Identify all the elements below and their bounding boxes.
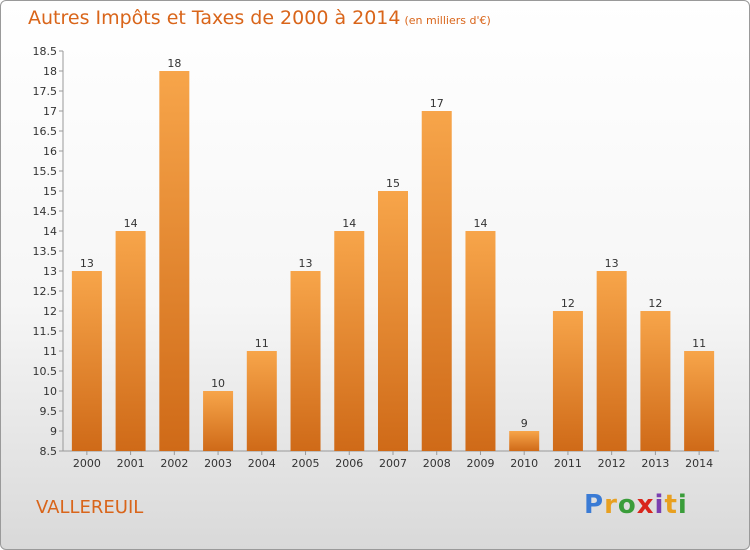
logo-letter: t [664,490,678,520]
bar-2006 [334,231,365,451]
y-tick-label: 10 [43,385,57,398]
commune-name: VALLEREUIL [36,497,144,518]
y-axis: 8.5 9 9.5 10 10.5 11 11.5 12 12.5 13 13.5 14 14.5 15 1… [33,45,64,458]
logo-letter: o [617,490,637,520]
data-label-2009: 14 [473,217,487,230]
bar-2004 [246,351,277,451]
y-tick-label: 13.5 [33,245,58,258]
data-label-2006: 14 [342,217,356,230]
bar-2013 [640,311,671,451]
bar-2014 [684,351,715,451]
y-tick-label: 8.5 [40,445,58,458]
x-tick-label: 2002 [160,457,188,470]
y-tick-label: 15.5 [33,165,58,178]
logo-letter: x [636,490,655,520]
bars: 13 14 18 10 11 13 14 15 17 14 9 12 13 12 11 [71,57,715,451]
y-tick-label: 11 [43,345,57,358]
y-tick-label: 15 [43,185,57,198]
x-tick-label: 2012 [598,457,626,470]
data-label-2010: 9 [521,417,528,430]
data-label-2014: 11 [692,337,706,350]
x-tick-label: 2008 [423,457,451,470]
proxiti-logo: Proxiti [584,490,688,520]
bar-2001 [115,231,146,451]
bar-2002 [159,71,190,451]
bar-2011 [552,311,583,451]
data-label-2005: 13 [299,257,313,270]
data-label-2012: 13 [605,257,619,270]
x-tick-label: 2014 [685,457,713,470]
bar-2012 [596,271,627,451]
y-tick-label: 13 [43,265,57,278]
chart-title: Autres Impôts et Taxes de 2000 à 2014 (en… [28,7,491,29]
logo-letter: r [604,490,618,520]
y-tick-label: 18 [43,65,57,78]
y-tick-label: 16 [43,145,57,158]
data-label-2008: 17 [430,97,444,110]
bar-2005 [290,271,321,451]
data-label-2000: 13 [80,257,94,270]
y-tick-label: 16.5 [33,125,58,138]
logo-letter: P [584,490,605,520]
data-label-2001: 14 [124,217,138,230]
y-tick-label: 10.5 [33,365,58,378]
y-tick-label: 17.5 [33,85,58,98]
x-tick-label: 2003 [204,457,232,470]
x-tick-label: 2010 [510,457,538,470]
data-label-2002: 18 [167,57,181,70]
bar-2010 [509,431,540,451]
x-tick-label: 2001 [117,457,145,470]
x-tick-label: 2005 [292,457,320,470]
bar-2003 [203,391,234,451]
x-axis: 2000 2001 2002 2003 2004 2005 2006 2007 2008 2009… [63,450,719,470]
y-tick-label: 12 [43,305,57,318]
x-tick-label: 2009 [466,457,494,470]
bar-2009 [465,231,496,451]
bar-2000 [71,271,102,451]
data-label-2007: 15 [386,177,400,190]
x-tick-label: 2007 [379,457,407,470]
y-tick-label: 17 [43,105,57,118]
y-tick-label: 12.5 [33,285,58,298]
data-label-2004: 11 [255,337,269,350]
y-tick-label: 11.5 [33,325,58,338]
logo-letter: i [677,490,688,520]
bar-2008 [421,111,452,451]
logo-letter: i [654,490,665,520]
title-unit: (en milliers d'€) [404,14,491,27]
x-tick-label: 2011 [554,457,582,470]
x-tick-label: 2004 [248,457,276,470]
x-tick-label: 2006 [335,457,363,470]
y-tick-label: 9.5 [40,405,58,418]
y-tick-label: 9 [50,425,57,438]
data-label-2011: 12 [561,297,575,310]
y-tick-label: 14 [43,225,57,238]
x-tick-label: 2013 [641,457,669,470]
data-label-2003: 10 [211,377,225,390]
y-tick-label: 18.5 [33,45,58,58]
bar-2007 [378,191,408,451]
y-tick-label: 14.5 [33,205,58,218]
data-label-2013: 12 [648,297,662,310]
x-tick-label: 2000 [73,457,101,470]
title-text: Autres Impôts et Taxes de 2000 à 2014 [28,7,401,29]
